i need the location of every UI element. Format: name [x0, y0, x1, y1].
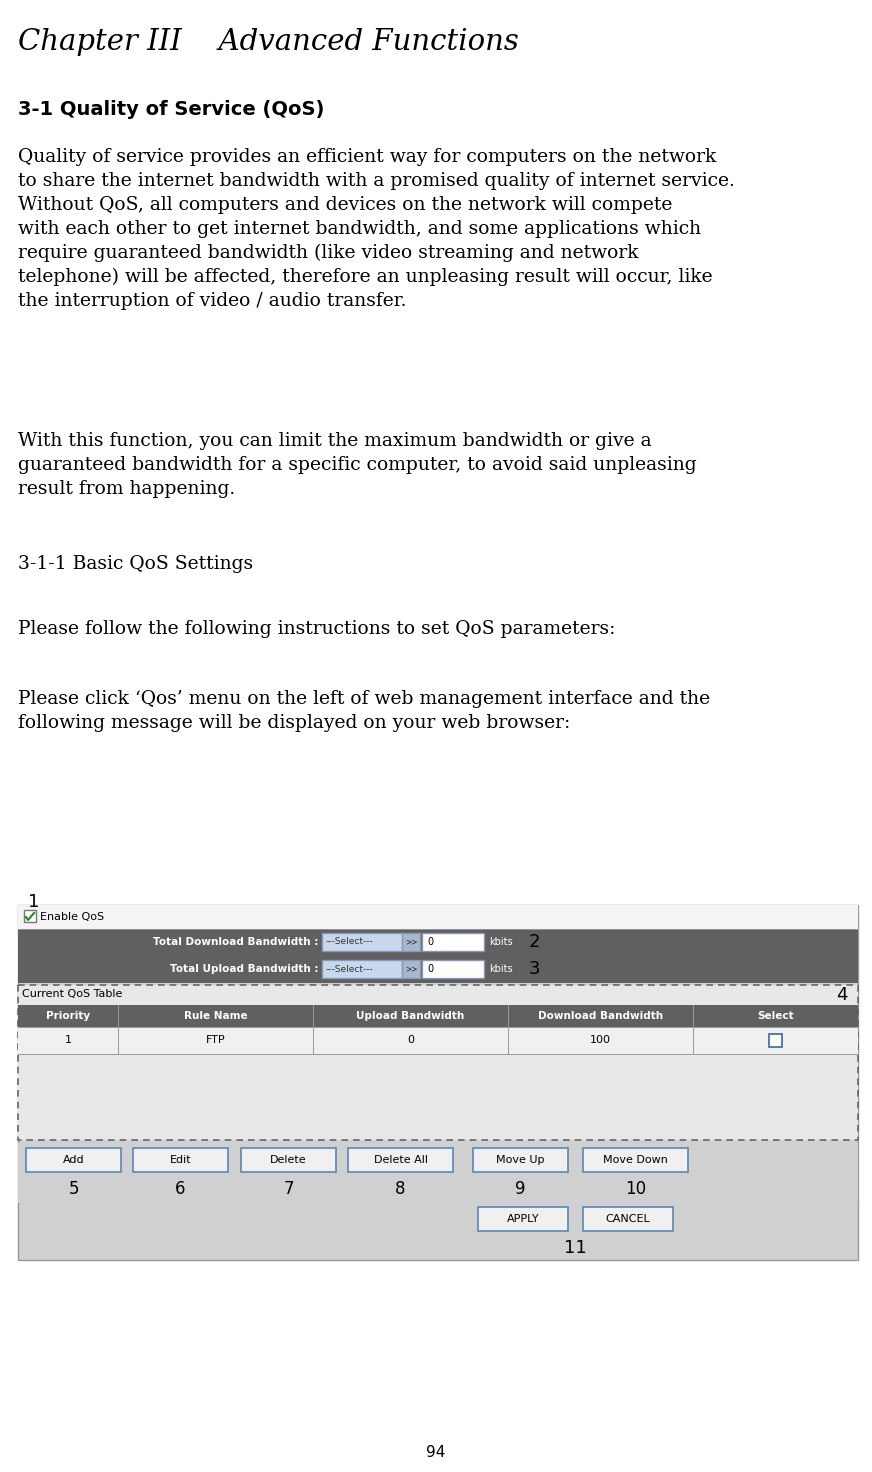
Text: APPLY: APPLY [507, 1214, 539, 1225]
Text: 8: 8 [395, 1181, 405, 1198]
Text: Delete: Delete [270, 1156, 307, 1164]
Text: 0: 0 [407, 1035, 414, 1045]
Text: 10: 10 [625, 1181, 646, 1198]
Text: Delete All: Delete All [373, 1156, 427, 1164]
Text: 100: 100 [590, 1035, 611, 1045]
Text: Rule Name: Rule Name [184, 1011, 248, 1022]
Bar [478, 1207, 568, 1231]
Text: 94: 94 [426, 1446, 446, 1460]
Text: 3: 3 [529, 960, 541, 977]
Bar [18, 955, 858, 983]
Text: Total Download Bandwidth :: Total Download Bandwidth : [153, 938, 318, 946]
Text: 0: 0 [427, 938, 433, 946]
Text: Quality of service provides an efficient way for computers on the network
to sha: Quality of service provides an efficient… [18, 149, 735, 311]
Bar [241, 1148, 336, 1172]
Text: 3-1-1 Basic QoS Settings: 3-1-1 Basic QoS Settings [18, 555, 253, 573]
Text: 3-1 Quality of Service (QoS): 3-1 Quality of Service (QoS) [18, 100, 324, 119]
Text: >>: >> [405, 964, 417, 973]
Text: 0: 0 [427, 964, 433, 974]
Bar [18, 985, 858, 1139]
Text: Total Upload Bandwidth :: Total Upload Bandwidth : [169, 964, 318, 974]
Bar [348, 1148, 453, 1172]
Text: ---Select---: ---Select--- [326, 964, 374, 973]
Text: Select: Select [757, 1011, 794, 1022]
Bar [402, 960, 420, 977]
Bar [24, 910, 36, 921]
Bar [18, 929, 858, 955]
Text: Chapter III    Advanced Functions: Chapter III Advanced Functions [18, 28, 519, 56]
Text: kbits: kbits [489, 938, 513, 946]
Text: >>: >> [405, 938, 417, 946]
Text: 1: 1 [65, 1035, 72, 1045]
Text: 1: 1 [28, 894, 39, 911]
Text: Download Bandwidth: Download Bandwidth [538, 1011, 663, 1022]
Text: 6: 6 [175, 1181, 186, 1198]
Text: Move Up: Move Up [496, 1156, 545, 1164]
Text: Upload Bandwidth: Upload Bandwidth [357, 1011, 465, 1022]
Text: 7: 7 [283, 1181, 294, 1198]
Bar [18, 1027, 858, 1054]
Bar [422, 933, 484, 951]
Bar [322, 933, 402, 951]
Text: Current QoS Table: Current QoS Table [22, 989, 122, 999]
Text: 5: 5 [68, 1181, 78, 1198]
Text: FTP: FTP [206, 1035, 225, 1045]
Text: With this function, you can limit the maximum bandwidth or give a
guaranteed ban: With this function, you can limit the ma… [18, 431, 697, 498]
Bar [18, 1142, 858, 1203]
Text: Edit: Edit [170, 1156, 191, 1164]
Text: 2: 2 [529, 933, 541, 951]
Bar [402, 933, 420, 951]
Bar [322, 960, 402, 977]
Bar [473, 1148, 568, 1172]
Text: 9: 9 [515, 1181, 526, 1198]
Bar [18, 905, 858, 1260]
Text: ---Select---: ---Select--- [326, 938, 374, 946]
Text: Please follow the following instructions to set QoS parameters:: Please follow the following instructions… [18, 620, 616, 637]
Text: 11: 11 [564, 1239, 587, 1257]
Bar [583, 1148, 688, 1172]
Text: kbits: kbits [489, 964, 513, 974]
Text: Move Down: Move Down [603, 1156, 668, 1164]
Bar [18, 1005, 858, 1027]
Bar [18, 905, 858, 929]
Text: Add: Add [63, 1156, 85, 1164]
Bar [133, 1148, 228, 1172]
Bar [422, 960, 484, 977]
Text: CANCEL: CANCEL [606, 1214, 651, 1225]
Bar [583, 1207, 673, 1231]
Text: 4: 4 [836, 986, 848, 1004]
Text: Priority: Priority [46, 1011, 90, 1022]
Text: Enable QoS: Enable QoS [40, 913, 104, 921]
Bar [769, 1033, 782, 1047]
Text: Please click ‘Qos’ menu on the left of web management interface and the
followin: Please click ‘Qos’ menu on the left of w… [18, 690, 710, 732]
Bar [26, 1148, 121, 1172]
